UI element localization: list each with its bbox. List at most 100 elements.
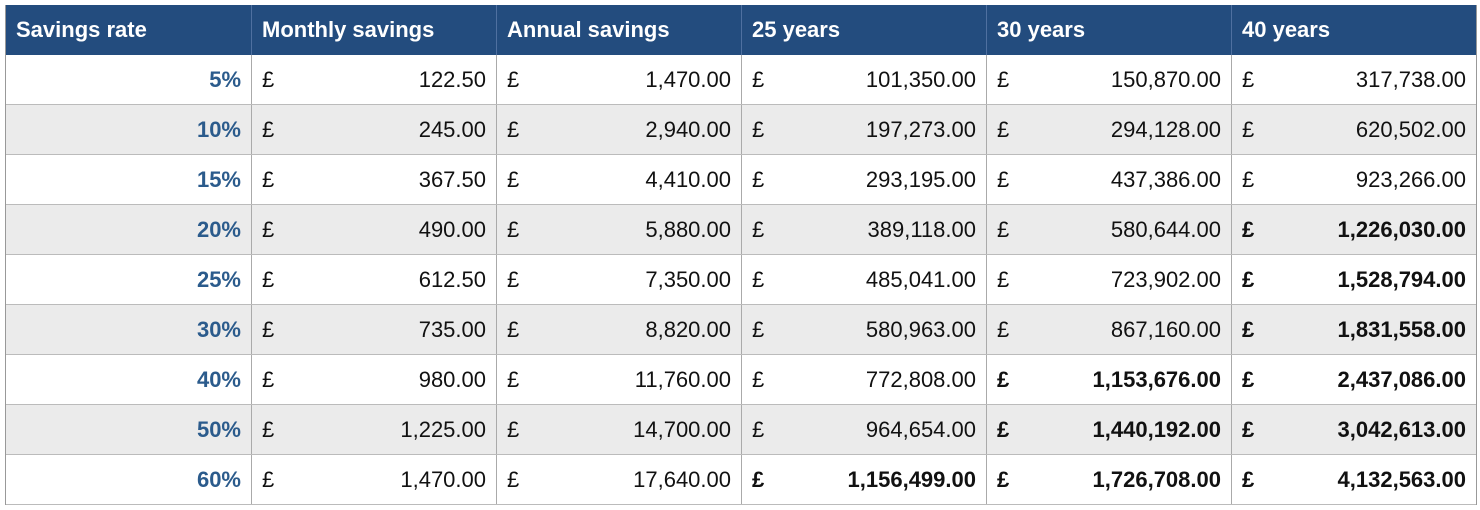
header-row: Savings rate Monthly savings Annual saving…	[6, 5, 1476, 55]
savings-rate: 40%	[196, 366, 241, 392]
currency-symbol: £	[997, 466, 1010, 492]
savings-table: Savings rate Monthly savings Annual saving…	[5, 5, 1477, 505]
table-row: 25% £612.50 £7,350.00 £485,041.00 £723,902.0…	[6, 255, 1476, 305]
currency-symbol: £	[1242, 116, 1255, 142]
header-cell: 30 years	[986, 5, 1231, 55]
amount: 2,940.00	[645, 116, 731, 142]
amount: 150,870.00	[1110, 66, 1221, 92]
amount-cell: £367.50	[251, 155, 496, 204]
amount: 8,820.00	[645, 316, 731, 342]
amount-cell: £867,160.00	[986, 305, 1231, 354]
amount: 923,266.00	[1355, 166, 1466, 192]
amount-cell: £580,963.00	[741, 305, 986, 354]
amount-cell: £101,350.00	[741, 55, 986, 104]
header-cell: Annual savings	[496, 5, 741, 55]
amount-cell: £4,410.00	[496, 155, 741, 204]
currency-symbol: £	[752, 466, 765, 492]
amount-cell: £735.00	[251, 305, 496, 354]
currency-symbol: £	[262, 66, 275, 92]
amount: 1,470.00	[400, 466, 486, 492]
currency-symbol: £	[1242, 316, 1255, 342]
amount: 580,644.00	[1110, 216, 1221, 242]
table-row: 50% £1,225.00 £14,700.00 £964,654.00 £1,440,…	[6, 405, 1476, 455]
amount-cell: £1,156,499.00	[741, 455, 986, 504]
amount: 580,963.00	[865, 316, 976, 342]
savings-rate: 15%	[196, 166, 241, 192]
amount-cell: £1,831,558.00	[1231, 305, 1476, 354]
currency-symbol: £	[507, 266, 520, 292]
amount-cell: £389,118.00	[741, 205, 986, 254]
amount-cell: £11,760.00	[496, 355, 741, 404]
currency-symbol: £	[1242, 216, 1255, 242]
amount-cell: £7,350.00	[496, 255, 741, 304]
currency-symbol: £	[997, 316, 1010, 342]
currency-symbol: £	[507, 416, 520, 442]
currency-symbol: £	[262, 416, 275, 442]
amount: 1,470.00	[645, 66, 731, 92]
currency-symbol: £	[752, 266, 765, 292]
currency-symbol: £	[262, 366, 275, 392]
currency-symbol: £	[507, 366, 520, 392]
table-row: 30% £735.00 £8,820.00 £580,963.00 £867,160.0…	[6, 305, 1476, 355]
table-row: 5% £122.50 £1,470.00 £101,350.00 £150,870.00…	[6, 55, 1476, 105]
currency-symbol: £	[1242, 416, 1255, 442]
currency-symbol: £	[262, 166, 275, 192]
header-cell: Monthly savings	[251, 5, 496, 55]
amount: 122.50	[418, 66, 486, 92]
currency-symbol: £	[262, 466, 275, 492]
currency-symbol: £	[997, 166, 1010, 192]
currency-symbol: £	[1242, 466, 1255, 492]
currency-symbol: £	[752, 216, 765, 242]
amount-cell: £437,386.00	[986, 155, 1231, 204]
currency-symbol: £	[752, 166, 765, 192]
amount-cell: £293,195.00	[741, 155, 986, 204]
currency-symbol: £	[997, 66, 1010, 92]
currency-symbol: £	[507, 466, 520, 492]
amount: 437,386.00	[1110, 166, 1221, 192]
amount: 3,042,613.00	[1337, 416, 1466, 442]
currency-symbol: £	[507, 166, 520, 192]
currency-symbol: £	[507, 216, 520, 242]
amount-cell: £2,437,086.00	[1231, 355, 1476, 404]
amount: 1,153,676.00	[1092, 366, 1221, 392]
currency-symbol: £	[752, 116, 765, 142]
header-cell: 25 years	[741, 5, 986, 55]
amount-cell: £723,902.00	[986, 255, 1231, 304]
currency-symbol: £	[262, 316, 275, 342]
amount-cell: £5,880.00	[496, 205, 741, 254]
amount-cell: £485,041.00	[741, 255, 986, 304]
amount: 293,195.00	[865, 166, 976, 192]
amount-cell: £150,870.00	[986, 55, 1231, 104]
savings-rate: 5%	[209, 66, 241, 92]
amount-cell: £3,042,613.00	[1231, 405, 1476, 454]
table-row: 60% £1,470.00 £17,640.00 £1,156,499.00 £1,72…	[6, 455, 1476, 505]
currency-symbol: £	[262, 116, 275, 142]
amount: 612.50	[418, 266, 486, 292]
amount: 1,156,499.00	[847, 466, 976, 492]
amount: 245.00	[418, 116, 486, 142]
amount-cell: £1,528,794.00	[1231, 255, 1476, 304]
amount-cell: £4,132,563.00	[1231, 455, 1476, 504]
amount: 1,831,558.00	[1337, 316, 1466, 342]
currency-symbol: £	[752, 316, 765, 342]
amount: 367.50	[418, 166, 486, 192]
savings-rate: 60%	[196, 466, 241, 492]
amount-cell: £14,700.00	[496, 405, 741, 454]
amount: 101,350.00	[865, 66, 976, 92]
currency-symbol: £	[262, 216, 275, 242]
amount-cell: £1,470.00	[496, 55, 741, 104]
amount-cell: £580,644.00	[986, 205, 1231, 254]
amount-cell: £612.50	[251, 255, 496, 304]
currency-symbol: £	[262, 266, 275, 292]
amount-cell: £772,808.00	[741, 355, 986, 404]
savings-rate: 50%	[196, 416, 241, 442]
amount: 490.00	[418, 216, 486, 242]
table-row: 40% £980.00 £11,760.00 £772,808.00 £1,153,67…	[6, 355, 1476, 405]
amount-cell: £1,440,192.00	[986, 405, 1231, 454]
amount-cell: £122.50	[251, 55, 496, 104]
amount-cell: £8,820.00	[496, 305, 741, 354]
amount: 4,132,563.00	[1337, 466, 1466, 492]
table-row: 15% £367.50 £4,410.00 £293,195.00 £437,386.0…	[6, 155, 1476, 205]
currency-symbol: £	[752, 66, 765, 92]
currency-symbol: £	[997, 116, 1010, 142]
